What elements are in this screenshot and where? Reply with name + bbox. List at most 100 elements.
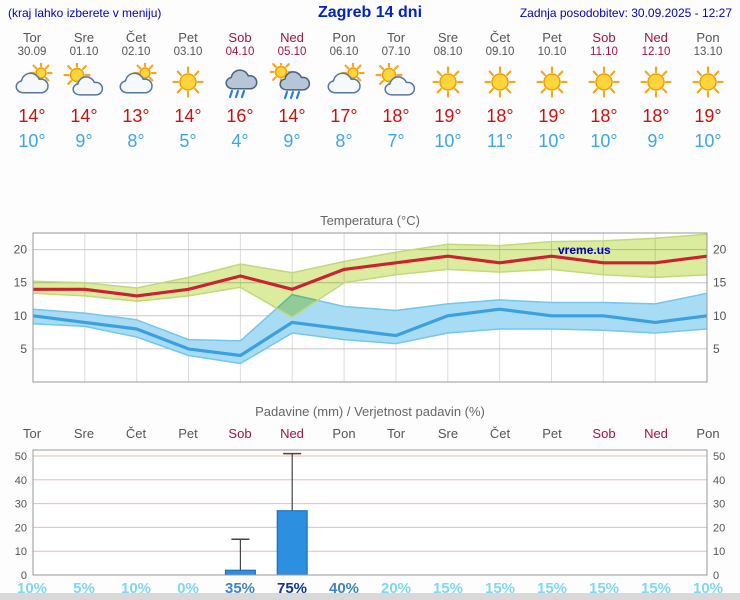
y-tick-label: 20: [713, 243, 727, 257]
tmax-value: 13°: [122, 106, 150, 126]
tmax-value: 14°: [18, 106, 46, 126]
y-tick-label: 40: [713, 475, 725, 487]
y-tick-label: 10: [15, 546, 27, 558]
tmax-value: 17°: [330, 106, 358, 126]
sunny-icon: [484, 66, 516, 98]
y-tick-label: 10: [713, 546, 725, 558]
day-name-label: Pon: [696, 30, 720, 45]
y-tick-label: 0: [713, 570, 719, 582]
tmin-value: 9°: [283, 131, 301, 151]
y-tick-label: 40: [15, 475, 27, 487]
day-column: Pet 03.10 14° 5°: [162, 30, 214, 152]
day-name-label: Ned: [644, 30, 668, 45]
precip-day-labels-row: Tor Sre Čet Pet Sob Ned Pon Tor Sre Čet Pet Sob Ned P…: [6, 426, 734, 441]
tmax-value: 19°: [434, 106, 462, 126]
temp-chart-title: Temperatura (°C): [320, 213, 420, 228]
y-tick-label: 15: [713, 276, 727, 290]
mostly-cloudy-icon: [15, 61, 53, 94]
day-column: Sob 11.10 18° 10°: [578, 30, 630, 152]
tmin-value: 7°: [387, 131, 405, 151]
day-date-label: 05.10: [277, 46, 307, 58]
sunny-icon: [640, 66, 672, 98]
day-name-label: Sob: [228, 30, 252, 45]
day-name-label: Pet: [178, 30, 198, 45]
max-temperature-line: [33, 254, 708, 298]
y-tick-label: 30: [15, 499, 27, 511]
precip-day-label: Pon: [696, 426, 720, 441]
tmax-value: 18°: [486, 106, 514, 126]
day-date-label: 07.10: [381, 46, 411, 58]
tmax-value: 18°: [382, 106, 410, 126]
tmax-value: 14°: [70, 106, 98, 126]
menu-hint: (kraj lahko izberete v meniju): [8, 6, 162, 20]
precip-day-label: Tor: [22, 426, 42, 441]
partly-cloudy-icon: [63, 61, 104, 96]
tmax-value: 14°: [174, 106, 202, 126]
precip-bar: [224, 569, 256, 576]
precip-day-label: Tor: [386, 426, 406, 441]
y-tick-label: 30: [713, 499, 725, 511]
tmax-value: 19°: [694, 106, 722, 126]
day-date-label: 01.10: [69, 46, 99, 58]
precip-probability: 5%: [73, 580, 95, 597]
rain-sun-icon: [268, 59, 311, 100]
days-row: Tor 30.09 14° 10° Sre 01.10 14° 9° Čet 02.10 13° 8°…: [6, 30, 734, 152]
precip-probability: 10%: [120, 580, 152, 597]
precip-day-label: Pet: [178, 426, 198, 441]
day-column: Ned 05.10 14° 9°: [266, 30, 318, 152]
tmax-value: 18°: [590, 106, 618, 126]
tmin-value: 5°: [179, 131, 197, 151]
precip-day-label: Čet: [489, 426, 511, 441]
rain-icon: [225, 69, 258, 99]
precip-day-label: Sre: [437, 426, 459, 441]
precipitation-chart: 0 0 10 10 20 20 30 30 40 40 50 50: [15, 449, 725, 582]
y-tick-label: 5: [713, 342, 720, 356]
day-date-label: 08.10: [433, 46, 463, 58]
tmax-value: 19°: [538, 106, 566, 126]
tmin-value: 11°: [487, 131, 513, 151]
precip-probability: 15%: [484, 580, 516, 597]
temperature-chart: 5 5 10 10 15 15 20 20: [14, 232, 727, 383]
precip-probability: 15%: [432, 580, 464, 597]
precip-day-label: Ned: [644, 426, 668, 441]
precip-probability: 15%: [640, 580, 672, 597]
tmin-value: 8°: [127, 131, 145, 151]
page-title: Zagreb 14 dni: [317, 4, 423, 21]
day-date-label: 09.10: [485, 46, 515, 58]
mostly-cloudy-icon: [327, 61, 365, 94]
precip-probability: 15%: [536, 580, 568, 597]
partly-cloudy-icon: [375, 61, 416, 96]
day-date-label: 30.09: [17, 46, 47, 58]
footer-strip: [0, 593, 740, 600]
sunny-icon: [536, 66, 568, 98]
y-tick-label: 50: [15, 451, 27, 463]
precip-probability-row: 10% 5% 10% 0% 35% 75% 40% 20% 15% 15% 15% 15% 15% 10%: [6, 580, 734, 597]
day-date-label: 11.10: [590, 46, 618, 58]
y-tick-label: 15: [14, 276, 28, 290]
precip-bar: [276, 510, 308, 576]
y-tick-label: 20: [15, 522, 27, 534]
tmin-value: 10°: [590, 131, 618, 151]
sunny-icon: [588, 66, 620, 98]
day-name-label: Pon: [332, 30, 356, 45]
sunny-icon: [172, 66, 204, 98]
day-date-label: 13.10: [693, 46, 723, 58]
precip-day-label: Pon: [332, 426, 356, 441]
precip-day-label: Ned: [280, 426, 304, 441]
precip-probability: 40%: [328, 580, 360, 597]
day-name-label: Sre: [73, 30, 95, 45]
precip-day-label: Pet: [542, 426, 562, 441]
day-date-label: 10.10: [537, 46, 567, 58]
tmin-value: 8°: [335, 131, 353, 151]
y-tick-label: 0: [21, 570, 27, 582]
day-column: Sre 08.10 19° 10°: [422, 30, 474, 152]
day-name-label: Tor: [22, 30, 42, 45]
day-column: Pon 06.10 17° 8°: [318, 30, 370, 152]
y-tick-label: 10: [713, 309, 727, 323]
sunny-icon: [432, 66, 464, 98]
day-column: Tor 30.09 14° 10°: [6, 30, 58, 152]
day-name-label: Sre: [437, 30, 459, 45]
precip-probability: 0%: [177, 580, 199, 597]
day-name-label: Sob: [592, 30, 616, 45]
